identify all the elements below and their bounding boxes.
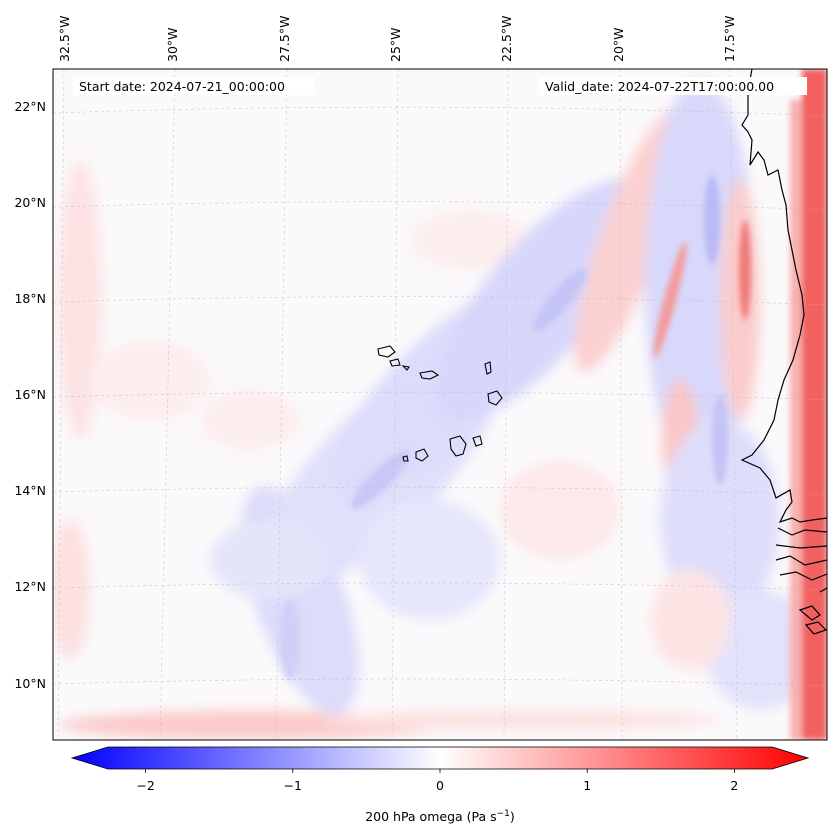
lat-label: 12°N bbox=[14, 579, 46, 594]
start-date-box bbox=[73, 77, 315, 95]
map-frame bbox=[52, 68, 828, 741]
colorbar-tick-label: 2 bbox=[730, 778, 738, 793]
cape-verde-islands bbox=[377, 345, 503, 462]
lat-label: 10°N bbox=[14, 676, 46, 691]
map-panel bbox=[53, 69, 827, 740]
lon-label: 25°W bbox=[388, 27, 403, 62]
lon-label: 22.5°W bbox=[499, 16, 514, 62]
valid-date-label: Valid_date: 2024-07-22T17:00:00.00 bbox=[545, 79, 774, 94]
lon-label: 27.5°W bbox=[277, 16, 292, 62]
colorbar-gradient bbox=[70, 746, 810, 770]
lat-label: 14°N bbox=[14, 483, 46, 498]
latitude-labels: 22°N 20°N 18°N 16°N 14°N 12°N 10°N bbox=[14, 99, 46, 691]
colorbar-tick-label: −1 bbox=[284, 778, 302, 793]
colorbar-ticks: −2 −1 0 1 2 bbox=[136, 769, 738, 793]
lat-label: 18°N bbox=[14, 291, 46, 306]
colorbar-title: 200 hPa omega (Pa s−1) bbox=[365, 809, 515, 824]
lon-label: 30°W bbox=[165, 27, 180, 62]
coastline bbox=[740, 69, 827, 635]
valid-date-box bbox=[539, 77, 807, 95]
lat-label: 16°N bbox=[14, 387, 46, 402]
longitude-labels: 32.5°W 30°W 27.5°W 25°W 22.5°W 20°W 17.5… bbox=[57, 16, 737, 62]
omega-field-detail bbox=[280, 69, 827, 740]
lon-label: 17.5°W bbox=[722, 16, 737, 62]
lat-label: 22°N bbox=[14, 99, 46, 114]
lon-label: 32.5°W bbox=[57, 16, 72, 62]
lat-label: 20°N bbox=[14, 195, 46, 210]
graticule bbox=[53, 69, 827, 740]
lon-label: 20°W bbox=[611, 27, 626, 62]
colorbar-tick-label: −2 bbox=[136, 778, 154, 793]
colorbar-tick-label: 1 bbox=[583, 778, 591, 793]
colorbar: −2 −1 0 1 2 200 hPa omega (Pa s−1) bbox=[70, 746, 810, 824]
date-labels: Start date: 2024-07-21_00:00:00 Valid_da… bbox=[73, 77, 807, 95]
start-date-label: Start date: 2024-07-21_00:00:00 bbox=[79, 79, 285, 94]
colorbar-tick-label: 0 bbox=[436, 778, 444, 793]
